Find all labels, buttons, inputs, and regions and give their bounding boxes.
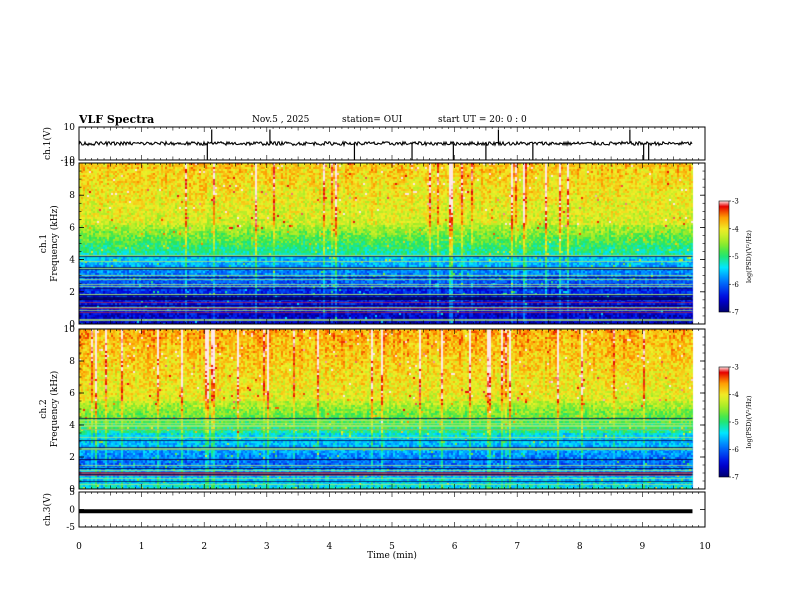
ch2-spectrogram-colorbar-tick-label: -6 bbox=[732, 446, 739, 454]
ch2-spectrogram-ytick-label: 0 bbox=[69, 485, 75, 495]
ch2-spectrogram-ytick-label: 6 bbox=[69, 389, 75, 399]
ch1-spectrogram-ylabel-axis: Frequency (kHz) bbox=[49, 205, 60, 282]
ch1-spectrogram-ytick-label: 4 bbox=[69, 256, 75, 266]
ch2-spectrogram-ylabel-channel: ch.2 bbox=[39, 399, 49, 418]
ch1-spectrogram-ytick-label: 8 bbox=[69, 191, 75, 201]
xtick-label: 3 bbox=[264, 542, 270, 552]
ch2-spectrogram-ytick-label: 10 bbox=[64, 325, 76, 335]
ch2-spectrogram-ylabel-axis: Frequency (kHz) bbox=[49, 371, 60, 448]
ch1-spectrogram-ytick-label: 6 bbox=[69, 223, 75, 233]
xtick-label: 8 bbox=[577, 542, 583, 552]
ch1-waveform-trace bbox=[78, 139, 693, 148]
x-axis-label: Time (min) bbox=[367, 550, 417, 561]
ch2-spectrogram-colorbar bbox=[718, 366, 730, 478]
ch1-spectrogram-colorbar bbox=[718, 200, 730, 313]
ch1-spectrogram-colorbar-tick-label: -3 bbox=[732, 198, 739, 206]
ch2-spectrogram-colorbar-tick-label: -4 bbox=[732, 391, 739, 399]
ch1-waveform-ylabel: ch.1(V) bbox=[42, 127, 53, 160]
xtick-label: 10 bbox=[699, 542, 711, 552]
ch2-spectrogram-colorbar-tick-label: -3 bbox=[732, 364, 739, 372]
ch1-spectrogram-ytick-label: 2 bbox=[69, 288, 75, 298]
ch3-waveform-ytick-label: 5 bbox=[69, 488, 75, 498]
xtick-label: 7 bbox=[514, 542, 520, 552]
xtick-label: 5 bbox=[389, 542, 395, 552]
ch1-spectrogram-ytick-label: 0 bbox=[69, 320, 75, 330]
ch2-spectrogram-ytick-label: 8 bbox=[69, 357, 75, 367]
ch1-waveform-ytick-label: 10 bbox=[64, 123, 76, 133]
ch1-spectrogram-ylabel-channel: ch.1 bbox=[39, 234, 49, 253]
xtick-label: 1 bbox=[139, 542, 145, 552]
ch2-spectrogram-ytick-label: 2 bbox=[69, 453, 75, 463]
xtick-label: 4 bbox=[327, 542, 333, 552]
xtick-label: 6 bbox=[452, 542, 458, 552]
ch3-waveform-ytick-label: -5 bbox=[66, 523, 75, 533]
ch1-spectrogram-colorbar-tick-label: -4 bbox=[732, 225, 739, 233]
date-label: Nov.5 , 2025 bbox=[252, 115, 310, 125]
station-label: station= OUI bbox=[342, 115, 403, 125]
ch3-waveform-ytick-label: 0 bbox=[69, 506, 75, 516]
xtick-label: 2 bbox=[201, 542, 207, 552]
ch1-spectrogram-colorbar-label: log(PSD)(V²/Hz) bbox=[745, 230, 753, 283]
ch1-spectrogram-colorbar-tick-label: -5 bbox=[732, 253, 739, 261]
ch2-spectrogram-colorbar-tick-label: -7 bbox=[732, 474, 739, 482]
ch2-spectrogram-ytick-label: 4 bbox=[69, 421, 75, 431]
ch3-waveform-ylabel: ch.3(V) bbox=[42, 493, 53, 526]
start-ut-label: start UT = 20: 0 : 0 bbox=[438, 115, 527, 125]
xtick-label: 9 bbox=[640, 542, 646, 552]
ch1-spectrogram-image bbox=[79, 163, 705, 324]
ch1-waveform-ytick-label: -10 bbox=[61, 156, 76, 166]
chart-title: VLF Spectra bbox=[79, 113, 155, 126]
ch2-spectrogram-image bbox=[79, 329, 705, 489]
ch1-spectrogram-ytick-label: 10 bbox=[64, 159, 76, 169]
ch1-spectrogram-colorbar-tick-label: -6 bbox=[732, 281, 739, 289]
ch2-spectrogram-colorbar-tick-label: -5 bbox=[732, 419, 739, 427]
xtick-label: 0 bbox=[76, 542, 82, 552]
ch1-spectrogram-colorbar-tick-label: -7 bbox=[732, 309, 739, 317]
ch2-spectrogram-colorbar-label: log(PSD)(V²/Hz) bbox=[745, 395, 753, 448]
